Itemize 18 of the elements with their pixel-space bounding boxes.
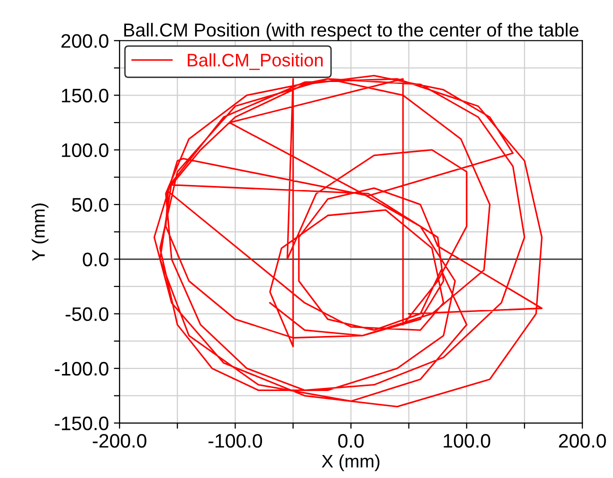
y-tick-label: 100.0	[62, 143, 108, 158]
x-tick-label: -200.0	[92, 434, 146, 448]
chart-title: Ball.CM Position (with respect to the center of the table	[124, 22, 578, 40]
line-series	[153, 74, 543, 408]
y-tick-label: -150.0	[54, 416, 108, 430]
x-tick-label: -100.0	[208, 434, 262, 448]
y-tick-label: 0.0	[82, 252, 108, 266]
x-tick-label: 100.0	[444, 434, 490, 448]
y-tick-label: 50.0	[72, 198, 108, 212]
y-axis-title: Y (mm)	[32, 204, 48, 261]
x-axis-title: X (mm)	[322, 454, 380, 472]
legend-label: Ball.CM_Position	[188, 53, 323, 70]
y-tick-label: 150.0	[62, 88, 108, 102]
y-tick-label: -100.0	[54, 362, 108, 376]
y-tick-label: -50.0	[66, 307, 108, 322]
x-tick-label: 0.0	[338, 434, 364, 448]
y-tick-label: 200.0	[61, 34, 108, 48]
x-tick-label: 200.0	[559, 434, 606, 448]
